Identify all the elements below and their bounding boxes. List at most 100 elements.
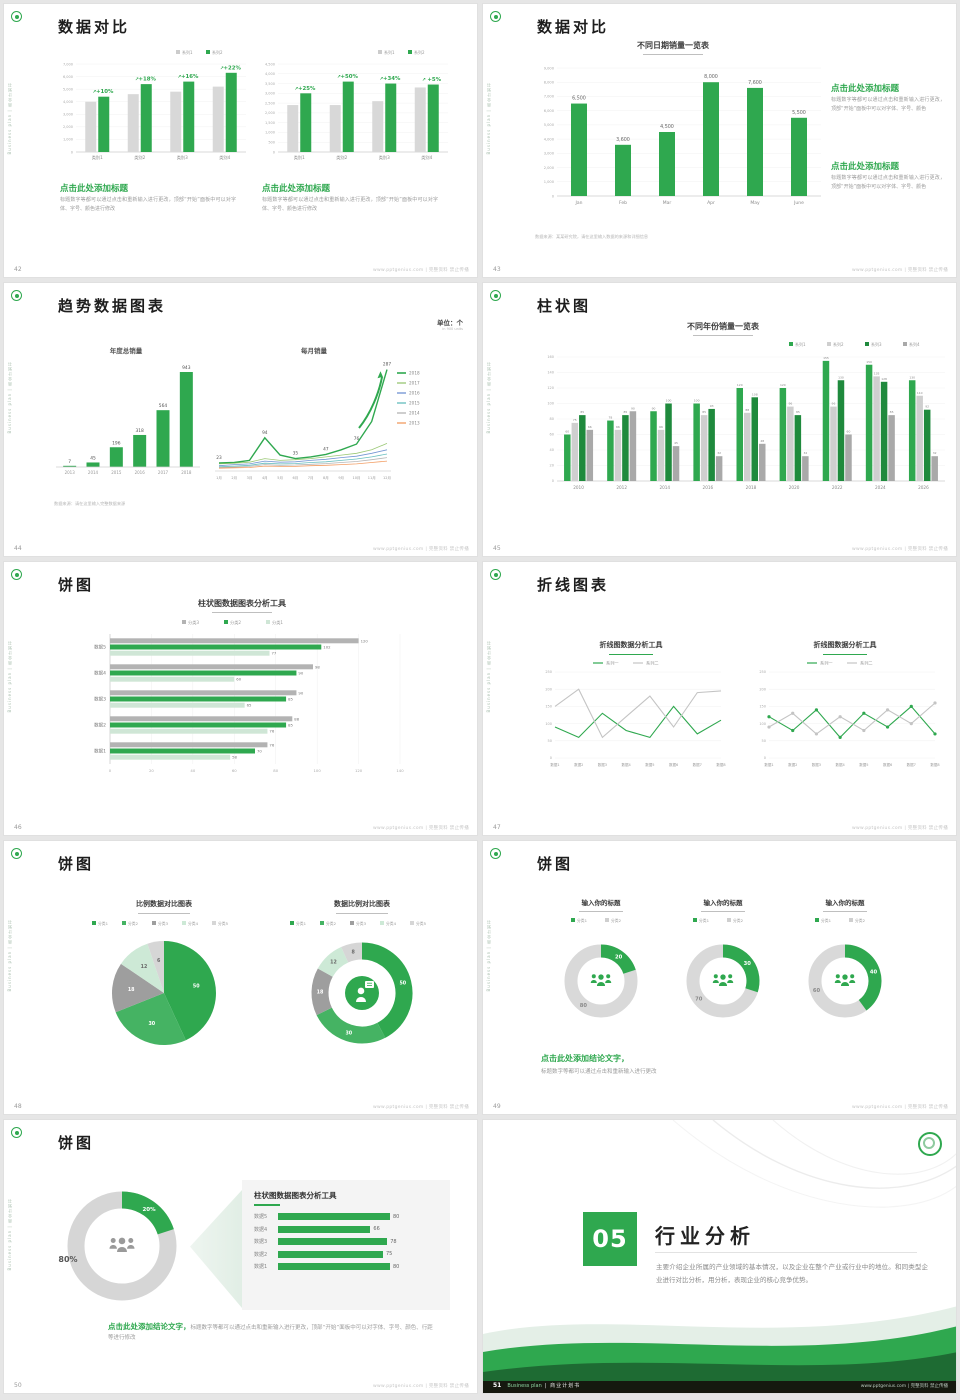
footer-label: | 商业计划书	[544, 1383, 581, 1389]
svg-text:85: 85	[796, 410, 800, 414]
svg-text:数据3: 数据3	[598, 762, 607, 767]
svg-text:50: 50	[193, 983, 200, 989]
page-number: 49	[493, 1103, 501, 1110]
logo-inner	[923, 1137, 935, 1149]
footer: 51 Business plan | 商业计划书	[493, 1382, 580, 1389]
svg-text:分类5: 分类5	[416, 921, 427, 926]
svg-text:+5%: +5%	[427, 77, 441, 83]
svg-text:2018: 2018	[746, 485, 757, 490]
svg-text:120: 120	[547, 386, 554, 390]
svg-text:类别2: 类别2	[134, 154, 145, 161]
svg-text:18: 18	[128, 987, 135, 993]
logo-icon	[490, 11, 501, 22]
footer-brand: Business plan	[507, 1383, 542, 1389]
sales-bar-chart: 9,000 8,000 7,000 6,000 5,000 4,000 3,000 2,000…	[544, 66, 821, 206]
svg-text:30: 30	[148, 1021, 155, 1027]
svg-text:100: 100	[666, 399, 672, 403]
donut-title: 输入你的标题	[825, 899, 865, 907]
svg-text:318: 318	[135, 428, 144, 434]
slide-45[interactable]: Business plan | 商业计划书 柱状图 45 www.pptgenius.…	[482, 282, 957, 557]
svg-text:分类1: 分类1	[272, 619, 283, 626]
svg-text:80%: 80%	[58, 1255, 77, 1264]
svg-text:3月: 3月	[247, 475, 253, 480]
slide-43[interactable]: Business plan | 商业计划书 数据对比 43 www.pptgenius…	[482, 3, 957, 278]
svg-text:2014: 2014	[88, 470, 99, 475]
slide-title: 折线图表	[537, 576, 610, 594]
analysis-panel: 柱状图数据图表分析工具 数据5 80 数据4 66 数据3 78 数据2 75 数据1 80	[242, 1180, 450, 1310]
svg-text:分类1: 分类1	[98, 921, 109, 926]
svg-text:32: 32	[803, 451, 807, 455]
bar-label: 数据5	[254, 1214, 268, 1220]
svg-text:数据3: 数据3	[94, 696, 106, 703]
svg-text:+25%: +25%	[298, 86, 316, 92]
slide-48[interactable]: Business plan | 商业计划书 饼图 48 www.pptgenius.c…	[3, 840, 478, 1115]
slide-47[interactable]: Business plan | 商业计划书 折线图表 47 www.pptgenius…	[482, 561, 957, 836]
svg-text:5,500: 5,500	[792, 110, 806, 116]
svg-text:0: 0	[273, 150, 275, 154]
accent-line	[254, 1204, 280, 1206]
watermark-text: www.pptgenius.com | 完整资料 禁止传播	[372, 1384, 469, 1389]
pie-legend: 分类1 分类2 分类3 分类4 分类5	[290, 921, 427, 926]
svg-text:2020: 2020	[789, 485, 800, 490]
svg-text:数据1: 数据1	[550, 762, 559, 767]
svg-text:7: 7	[68, 459, 71, 465]
svg-text:5月: 5月	[277, 475, 283, 480]
svg-text:类别4: 类别4	[219, 154, 230, 161]
slide-51[interactable]: 05 行业分析 主要介绍企业所属的产业领域的基本情况，以及企业在整个产业或行业中的地…	[482, 1119, 957, 1394]
svg-text:系列1: 系列1	[384, 49, 395, 55]
svg-text:2,000: 2,000	[544, 166, 555, 170]
svg-text:200: 200	[545, 687, 552, 691]
slide-44[interactable]: Business plan | 商业计划书 趋势数据图表 44 www.pptgeni…	[3, 282, 478, 557]
svg-text:6: 6	[157, 958, 161, 964]
svg-text:80: 80	[580, 1003, 588, 1009]
logo-dot	[493, 851, 498, 856]
svg-text:分类5: 分类5	[218, 921, 229, 926]
svg-text:数据6: 数据6	[883, 762, 892, 767]
svg-text:3,000: 3,000	[63, 113, 73, 117]
svg-text:2013: 2013	[409, 421, 420, 426]
svg-text:3,000: 3,000	[544, 152, 555, 156]
background-graphics	[483, 1120, 956, 1393]
bar-label: 数据1	[254, 1264, 268, 1270]
bar-value: 75	[386, 1251, 393, 1257]
slide-49[interactable]: Business plan | 商业计划书 饼图 49 www.pptgenius.c…	[482, 840, 957, 1115]
slide-46[interactable]: Business plan | 商业计划书 饼图 46 www.pptgenius.c…	[3, 561, 478, 836]
svg-text:分类1: 分类1	[577, 918, 588, 923]
svg-text:90: 90	[298, 671, 303, 676]
svg-text:943: 943	[182, 365, 191, 371]
sidebar-vertical-text: Business plan | 商业计划书	[486, 82, 491, 155]
svg-text:130: 130	[838, 375, 844, 379]
svg-text:6,000: 6,000	[63, 75, 73, 79]
svg-text:85: 85	[580, 410, 584, 414]
svg-text:数据8: 数据8	[716, 762, 725, 767]
pie-chart-title: 比例数据对比图表	[136, 900, 192, 908]
svg-text:6月: 6月	[292, 475, 298, 480]
slide-50[interactable]: Business plan | 商业计划书 饼图 50 www.pptgenius.c…	[3, 1119, 478, 1394]
logo-dot	[14, 851, 19, 856]
svg-text:Feb: Feb	[619, 200, 627, 206]
donut-chart: 40 60	[808, 944, 882, 1018]
svg-text:0: 0	[764, 756, 766, 760]
sidebar-vertical-text: Business plan | 商业计划书	[486, 640, 491, 713]
logo-icon	[490, 569, 501, 580]
svg-text:50: 50	[548, 739, 552, 743]
pie-chart: 50 30 18 12 6	[111, 941, 216, 1045]
svg-text:2月: 2月	[231, 475, 237, 480]
block-heading: 点击此处添加标题	[831, 162, 900, 172]
svg-text:65: 65	[247, 703, 252, 708]
slide-title: 饼图	[58, 1134, 95, 1152]
svg-text:76: 76	[269, 729, 274, 734]
svg-text:2015: 2015	[409, 401, 420, 406]
svg-text:150: 150	[866, 360, 872, 364]
svg-text:100: 100	[694, 399, 700, 403]
sidebar-vertical-text: Business plan | 商业计划书	[7, 640, 12, 713]
svg-text:200: 200	[759, 687, 766, 691]
slide-42[interactable]: Business plan | 商业计划书 数据对比 42 www.pptgenius…	[3, 3, 478, 278]
svg-text:20: 20	[149, 768, 154, 773]
svg-text:85: 85	[702, 410, 706, 414]
bar-value: 78	[390, 1238, 397, 1245]
svg-text:2015: 2015	[111, 470, 122, 475]
underline	[823, 911, 867, 912]
section-body: 主要介绍企业所属的产业领域的基本情况，以及企业在整个产业或行业中的地位。和同类型…	[656, 1263, 928, 1284]
page-number: 50	[14, 1382, 22, 1389]
